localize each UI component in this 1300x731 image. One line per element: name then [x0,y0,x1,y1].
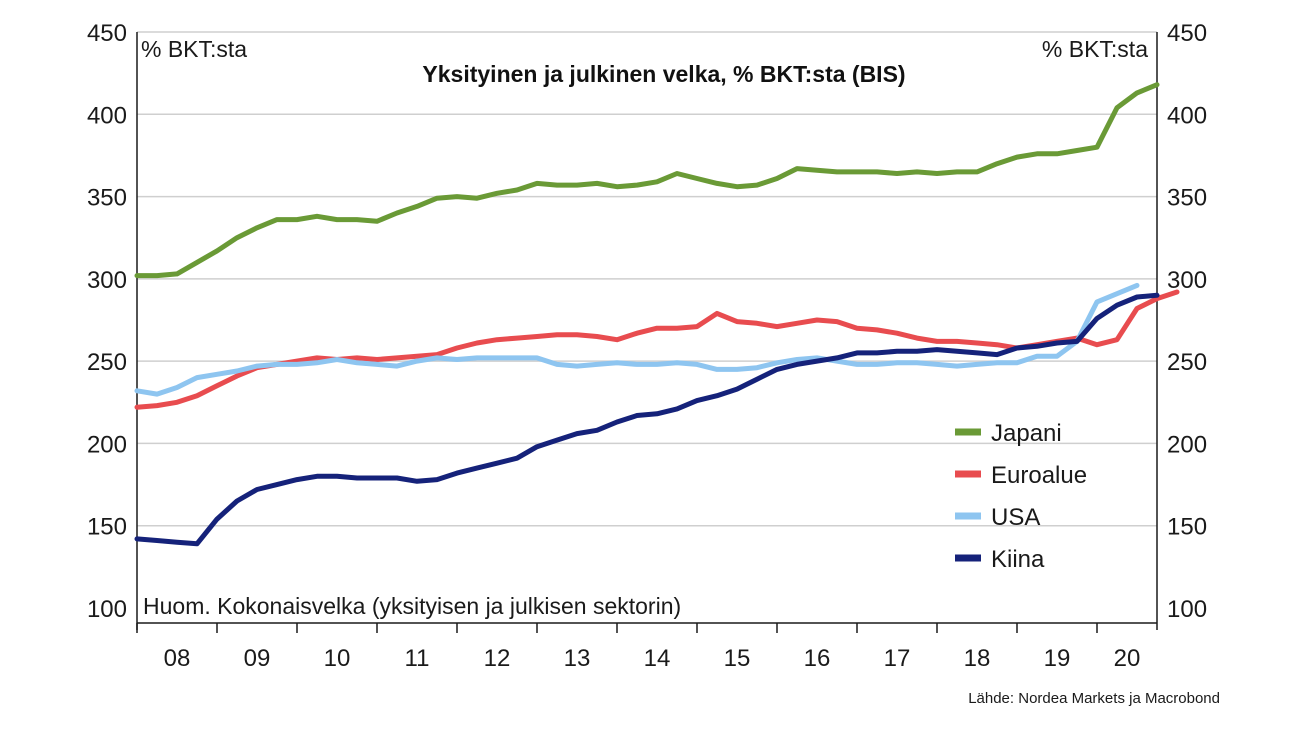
y-axis-right-ticks: 100 150 200 250 300 350 400 450 [1167,20,1207,623]
x-tick-label-15: 15 [724,645,751,672]
y-tick-right-350: 350 [1167,185,1207,212]
y-tick-left-200: 200 [87,431,127,458]
y-tick-left-450: 450 [87,20,127,47]
x-tick-label-19: 19 [1044,645,1071,672]
x-tick-label-08: 08 [164,645,191,672]
y-tick-left-300: 300 [87,267,127,294]
x-tick-label-18: 18 [964,645,991,672]
y-tick-right-400: 400 [1167,102,1207,129]
chart-title: Yksityinen ja julkinen velka, % BKT:sta … [422,61,905,87]
legend-label-usa: USA [991,504,1040,531]
y-tick-left-150: 150 [87,514,127,541]
axes [136,32,1158,630]
x-tick-label-09: 09 [244,645,271,672]
legend-label-kiina: Kiina [991,546,1045,573]
legend-label-euroalue: Euroalue [991,462,1087,489]
series-lines [134,82,1180,547]
y-tick-right-150: 150 [1167,514,1207,541]
chart-note: Huom. Kokonaisvelka (yksityisen ja julki… [143,593,681,619]
y-tick-left-100: 100 [87,596,127,623]
legend-label-japani: Japani [991,420,1062,447]
source-text: Lähde: Nordea Markets ja Macrobond [968,690,1220,707]
x-tick-label-12: 12 [484,645,511,672]
x-tick-label-11: 11 [405,645,430,672]
legend: Japani Euroalue USA Kiina [955,420,1087,573]
series-line-euroalue [134,289,1180,410]
y-tick-left-250: 250 [87,349,127,376]
y-tick-left-400: 400 [87,102,127,129]
gridlines [137,31,1157,527]
y-axis-left-ticks: 100 150 200 250 300 350 400 450 [87,20,127,623]
y-axis-right-label: % BKT:sta [1042,36,1148,62]
x-tick-label-20: 20 [1114,645,1141,672]
x-axis-ticks: 08 09 10 11 12 13 14 15 16 17 18 19 20 [136,623,1141,672]
y-tick-left-350: 350 [87,185,127,212]
y-tick-right-100: 100 [1167,596,1207,623]
series-line-kiina [134,292,1160,547]
y-axis-left-label: % BKT:sta [141,36,247,62]
x-tick-label-14: 14 [644,645,671,672]
y-tick-right-300: 300 [1167,267,1207,294]
y-tick-right-250: 250 [1167,349,1207,376]
series-line-usa [134,282,1140,397]
x-tick-label-17: 17 [884,645,911,672]
x-tick-label-16: 16 [804,645,831,672]
x-tick-label-13: 13 [564,645,591,672]
x-tick-label-10: 10 [324,645,351,672]
y-tick-right-200: 200 [1167,431,1207,458]
series-line-japani [134,82,1160,279]
y-tick-right-450: 450 [1167,20,1207,47]
